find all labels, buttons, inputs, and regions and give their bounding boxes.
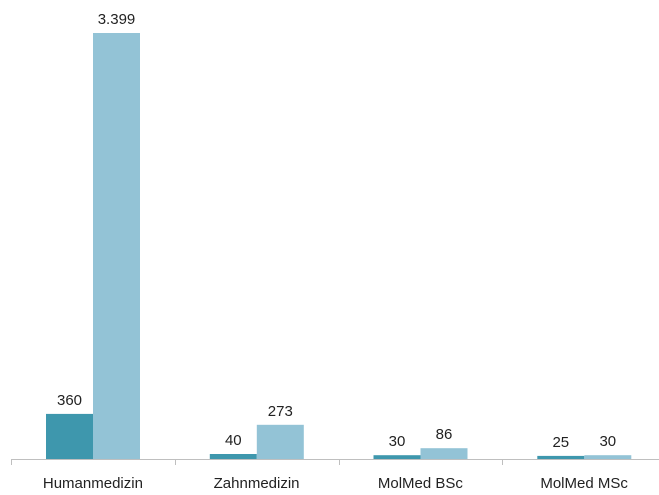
bar-molmed-bsc-series-2 (420, 448, 468, 459)
bar-humanmedizin-series-1 (46, 413, 93, 459)
value-label: 25 (552, 434, 569, 451)
category-labels-layer: Humanmedizin Zahnmedizin MolMed BSc MolMed … (43, 475, 628, 492)
bar-molmed-bsc-series-1 (373, 455, 421, 459)
bar-zahnmedizin-series-2 (256, 424, 304, 459)
category-label: Zahnmedizin (214, 475, 300, 492)
value-label: 86 (436, 426, 453, 443)
value-label: 40 (225, 432, 242, 449)
value-label: 360 (57, 392, 82, 409)
category-label: MolMed BSc (378, 475, 464, 492)
value-label: 30 (389, 433, 406, 450)
bar-molmed-msc-series-2 (584, 455, 632, 459)
category-label: Humanmedizin (43, 475, 143, 492)
value-labels-layer: 360 3.399 40 273 30 86 25 30 (57, 11, 616, 451)
bar-zahnmedizin-series-1 (209, 454, 257, 459)
value-label: 3.399 (98, 11, 136, 28)
category-label: MolMed MSc (540, 475, 628, 492)
bar-molmed-msc-series-1 (537, 455, 585, 459)
value-label: 30 (599, 433, 616, 450)
bar-humanmedizin-series-2 (93, 33, 140, 459)
value-label: 273 (268, 403, 293, 420)
x-axis (11, 459, 659, 465)
bars-layer (46, 33, 632, 459)
